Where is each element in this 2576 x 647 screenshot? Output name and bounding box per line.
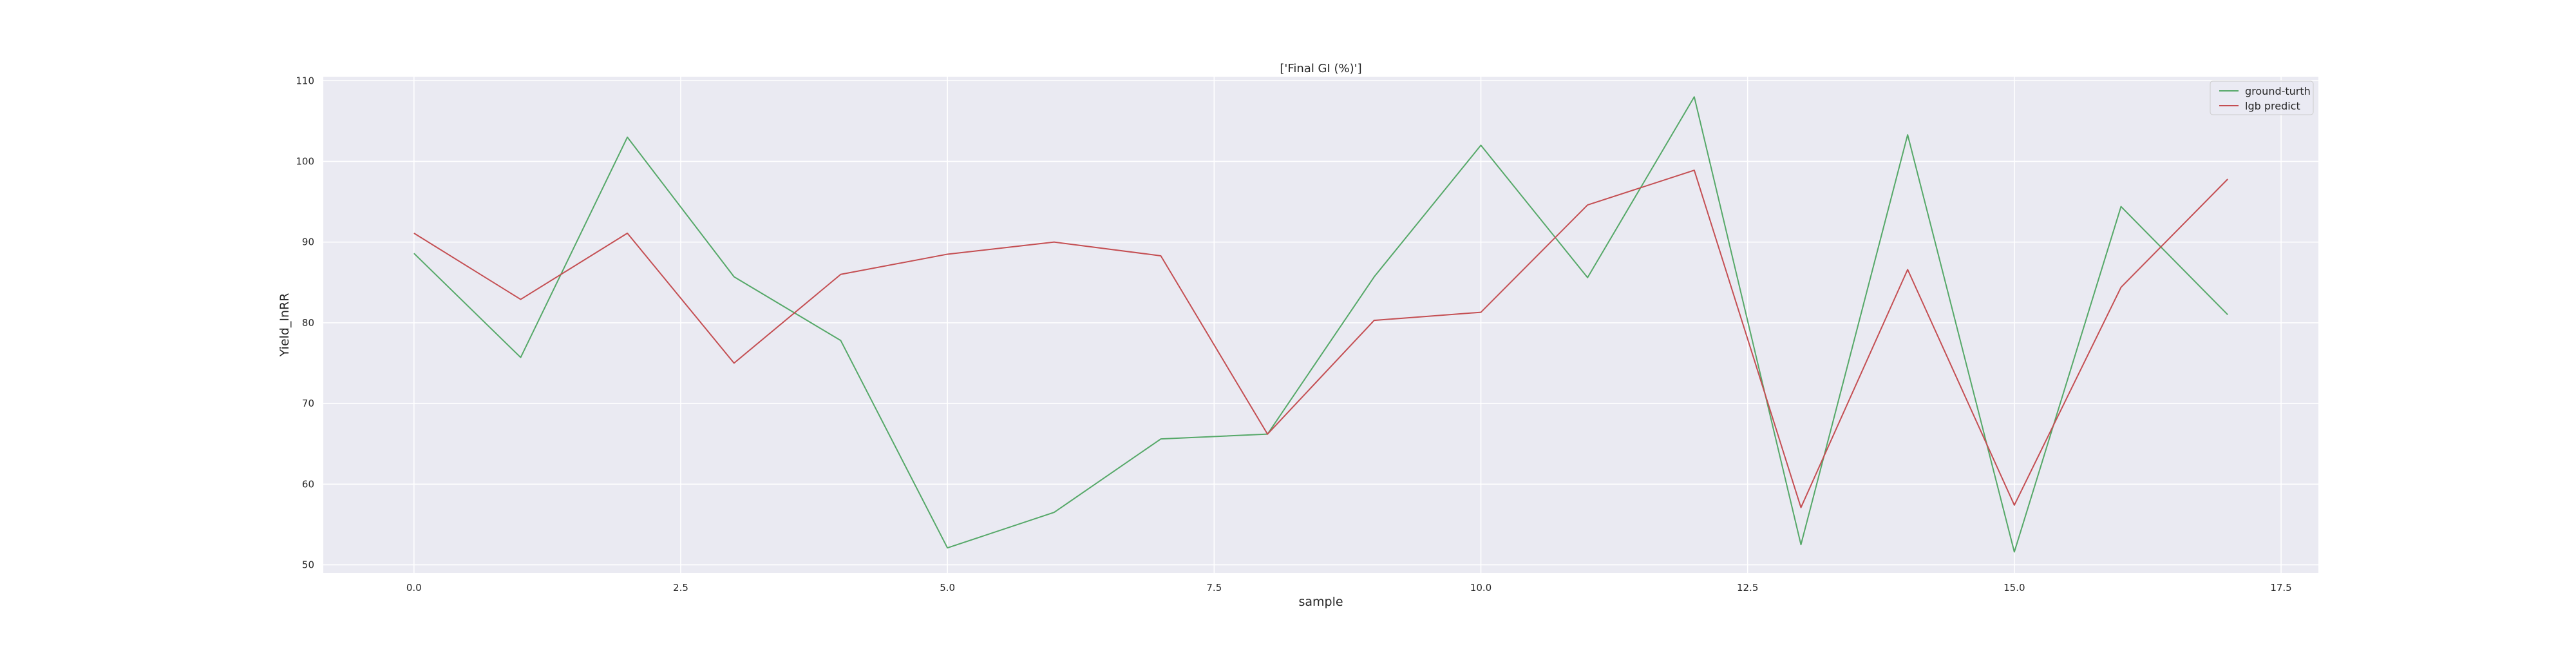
- legend-label-lgb-predict: lgb predict: [2245, 100, 2300, 112]
- series-line-ground-turth: [413, 96, 2228, 553]
- x-tick-label: 12.5: [1737, 582, 1758, 594]
- y-tick-label: 110: [296, 75, 314, 86]
- y-tick-label: 50: [302, 559, 314, 570]
- plot-area-background: [323, 77, 2318, 573]
- series-lines: [413, 96, 2228, 553]
- legend-label-ground-turth: ground-turth: [2245, 85, 2311, 97]
- x-tick-label: 17.5: [2270, 582, 2291, 594]
- x-tick-label: 10.0: [1470, 582, 1492, 594]
- x-tick-label: 5.0: [940, 582, 955, 594]
- chart-title: ['Final GI (%)']: [1280, 62, 1361, 75]
- y-tick-label: 60: [302, 478, 314, 490]
- legend: ground-turth lgb predict: [2210, 81, 2314, 115]
- series-line-lgb-predict: [413, 169, 2228, 508]
- x-axis-label: sample: [1298, 595, 1343, 609]
- x-tick-label: 15.0: [2003, 582, 2025, 594]
- x-tick-labels: 0.0 2.5 5.0 7.5 10.0 12.5 15.0 17.5: [406, 582, 2292, 594]
- y-tick-label: 80: [302, 317, 314, 329]
- y-tick-label: 100: [296, 155, 314, 167]
- x-tick-label: 2.5: [673, 582, 688, 594]
- y-tick-label: 90: [302, 237, 314, 248]
- grid-lines: [323, 77, 2318, 573]
- x-tick-label: 0.0: [406, 582, 422, 594]
- y-axis-label: Yield_InRR: [278, 293, 292, 358]
- y-tick-label: 70: [302, 398, 314, 409]
- y-tick-labels: 50 60 70 80 90 100 110: [296, 75, 314, 570]
- x-tick-label: 7.5: [1206, 582, 1222, 594]
